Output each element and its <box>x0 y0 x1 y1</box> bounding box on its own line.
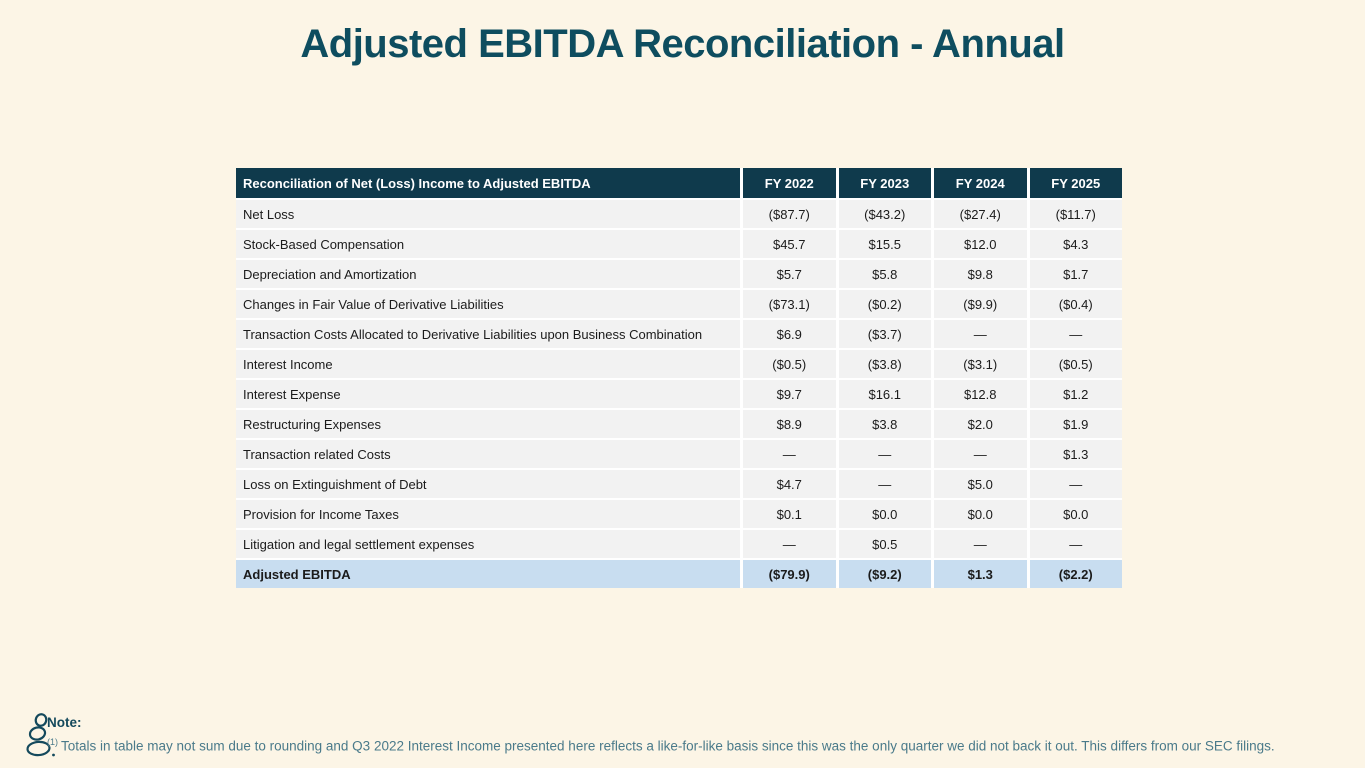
table-row-value: $45.7 <box>743 230 836 258</box>
column-header: FY 2023 <box>838 168 931 198</box>
table-row-value: — <box>838 440 931 468</box>
table-row-value: — <box>1029 470 1122 498</box>
table-row: Changes in Fair Value of Derivative Liab… <box>236 290 1122 318</box>
stacked-stones-logo-icon <box>26 713 55 757</box>
table-row-value: $8.9 <box>743 410 836 438</box>
table-row-value: ($3.7) <box>838 320 931 348</box>
table-row-label: Litigation and legal settlement expenses <box>236 530 740 558</box>
table-row-value: $12.8 <box>934 380 1027 408</box>
table-row-value: — <box>934 530 1027 558</box>
table-row: Restructuring Expenses $8.9 $3.8 $2.0 $1.9 <box>236 410 1122 438</box>
table-row-value: — <box>1029 530 1122 558</box>
table-row-label: Transaction Costs Allocated to Derivativ… <box>236 320 740 348</box>
table-row: Interest Expense $9.7 $16.1 $12.8 $1.2 <box>236 380 1122 408</box>
table-row-value: $1.9 <box>1029 410 1122 438</box>
table-row-value: ($0.5) <box>1029 350 1122 378</box>
table-row-value: $15.5 <box>838 230 931 258</box>
table-row: Net Loss ($87.7) ($43.2) ($27.4) ($11.7) <box>236 200 1122 228</box>
note-text: (1) Totals in table may not sum due to ro… <box>47 732 1327 757</box>
table-row-value: $9.8 <box>934 260 1027 288</box>
table-row-value: $1.7 <box>1029 260 1122 288</box>
total-row-value: $1.3 <box>934 560 1027 588</box>
table-row-label: Depreciation and Amortization <box>236 260 740 288</box>
table-row-value: ($73.1) <box>743 290 836 318</box>
table-row-value: — <box>934 440 1027 468</box>
table-row-value: ($0.2) <box>838 290 931 318</box>
table-row-value: ($87.7) <box>743 200 836 228</box>
table-row-value: ($9.9) <box>934 290 1027 318</box>
table-row-value: — <box>934 320 1027 348</box>
table-row-label: Restructuring Expenses <box>236 410 740 438</box>
table-row-value: $0.0 <box>934 500 1027 528</box>
table-row-value: $0.5 <box>838 530 931 558</box>
table-row-value: $1.3 <box>1029 440 1122 468</box>
table-row-label: Transaction related Costs <box>236 440 740 468</box>
table-row-value: ($0.4) <box>1029 290 1122 318</box>
table-header-label: Reconciliation of Net (Loss) Income to A… <box>236 168 740 198</box>
table-row-value: $9.7 <box>743 380 836 408</box>
column-header: FY 2025 <box>1029 168 1122 198</box>
table-row-value: $5.0 <box>934 470 1027 498</box>
total-row-value: ($2.2) <box>1029 560 1122 588</box>
table-row: Loss on Extinguishment of Debt $4.7— $5.0— <box>236 470 1122 498</box>
table-row-value: $0.0 <box>1029 500 1122 528</box>
table-row-value: $0.0 <box>838 500 931 528</box>
reconciliation-table: Reconciliation of Net (Loss) Income to A… <box>236 168 1122 588</box>
table-row-value: — <box>743 440 836 468</box>
table-row-value: $5.8 <box>838 260 931 288</box>
page-title: Adjusted EBITDA Reconciliation - Annual <box>300 22 1065 66</box>
table-row-value: $2.0 <box>934 410 1027 438</box>
note-superscript: (1) <box>47 737 58 747</box>
table-row-value: ($43.2) <box>838 200 931 228</box>
note-block: Note: (1) Totals in table may not sum due… <box>47 714 1327 757</box>
table-row-value: $6.9 <box>743 320 836 348</box>
table-row: Depreciation and Amortization $5.7 $5.8 $9.… <box>236 260 1122 288</box>
table-row-value: — <box>838 470 931 498</box>
table-row-value: $12.0 <box>934 230 1027 258</box>
table-row: Interest Income ($0.5) ($3.8) ($3.1) ($0.5) <box>236 350 1122 378</box>
table-row: Transaction related Costs — — — $1.3 <box>236 440 1122 468</box>
table-row: Transaction Costs Allocated to Derivativ… <box>236 320 1122 348</box>
table-header-row: Reconciliation of Net (Loss) Income to A… <box>236 168 1122 198</box>
table-row-label: Changes in Fair Value of Derivative Liab… <box>236 290 740 318</box>
total-row-value: ($9.2) <box>838 560 931 588</box>
column-header: FY 2022 <box>743 168 836 198</box>
column-header: FY 2024 <box>934 168 1027 198</box>
table-row-value: ($3.1) <box>934 350 1027 378</box>
table-row-value: $5.7 <box>743 260 836 288</box>
table-row-value: — <box>743 530 836 558</box>
table-row-value: ($3.8) <box>838 350 931 378</box>
table-row-value: $4.7 <box>743 470 836 498</box>
table-row-value: ($27.4) <box>934 200 1027 228</box>
table-row-value: $0.1 <box>743 500 836 528</box>
note-body: Totals in table may not sum due to round… <box>61 738 1275 754</box>
table-row-label: Interest Income <box>236 350 740 378</box>
total-row-label: Adjusted EBITDA <box>236 560 740 588</box>
table-row-label: Stock-Based Compensation <box>236 230 740 258</box>
table-row-value: $3.8 <box>838 410 931 438</box>
table-row-value: ($11.7) <box>1029 200 1122 228</box>
table-row-label: Net Loss <box>236 200 740 228</box>
table-row-label: Interest Expense <box>236 380 740 408</box>
total-row: Adjusted EBITDA ($79.9) ($9.2) $1.3 ($2.2) <box>236 560 1122 588</box>
table-row-value: $4.3 <box>1029 230 1122 258</box>
table-row-value: $1.2 <box>1029 380 1122 408</box>
table-row-value: $16.1 <box>838 380 931 408</box>
table-row: Provision for Income Taxes $0.1 $0.0 $0.0 $0… <box>236 500 1122 528</box>
note-label: Note: <box>47 715 82 730</box>
table-row-label: Provision for Income Taxes <box>236 500 740 528</box>
table-row: Stock-Based Compensation $45.7 $15.5 $12.0 $… <box>236 230 1122 258</box>
table-row: Litigation and legal settlement expenses… <box>236 530 1122 558</box>
total-row-value: ($79.9) <box>743 560 836 588</box>
table-row-value: — <box>1029 320 1122 348</box>
table-row-value: ($0.5) <box>743 350 836 378</box>
table-row-label: Loss on Extinguishment of Debt <box>236 470 740 498</box>
